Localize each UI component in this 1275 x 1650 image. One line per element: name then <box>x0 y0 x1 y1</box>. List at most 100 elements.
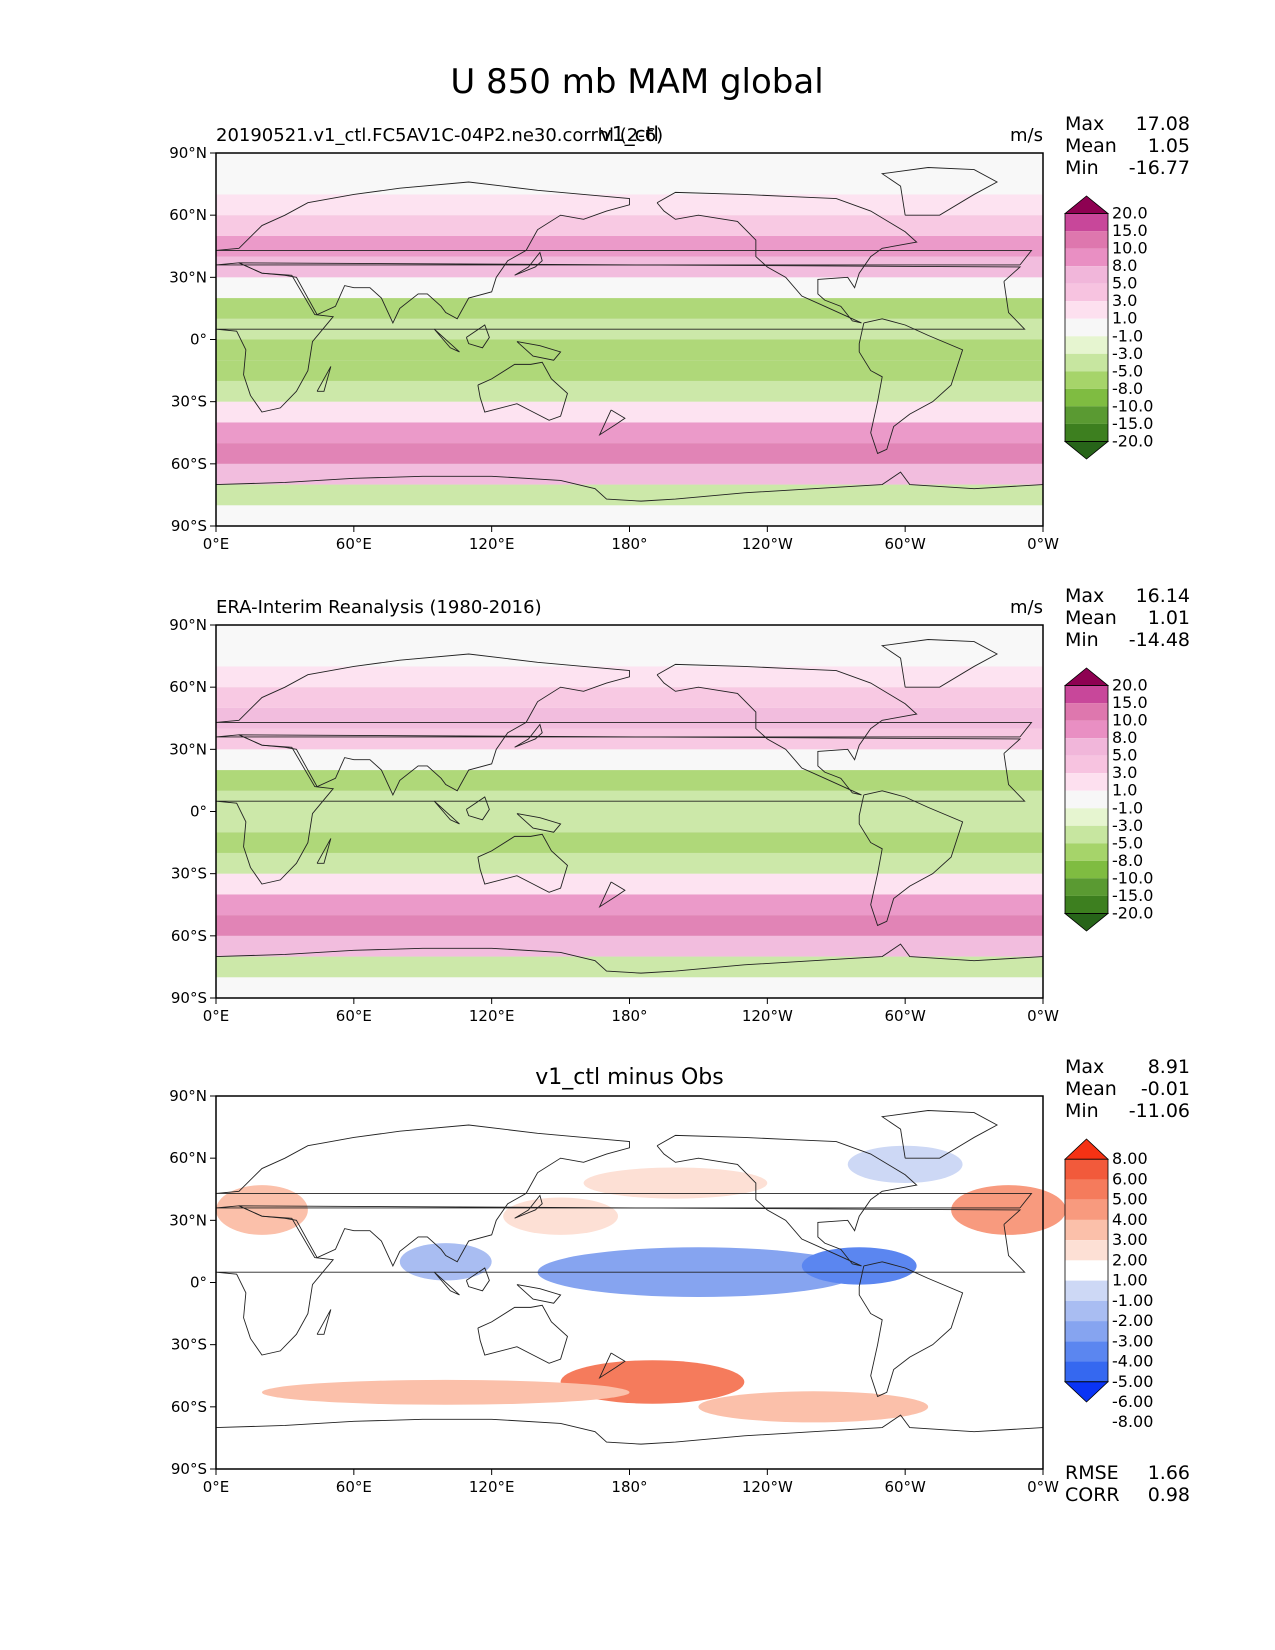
coastline <box>880 167 999 216</box>
coastline <box>514 723 543 748</box>
stat-label: Max <box>1065 1056 1104 1078</box>
field-band <box>216 360 1043 381</box>
coastline <box>316 838 332 864</box>
colorbar-tick-label: -5.00 <box>1112 1372 1153 1391</box>
colorbar-segment <box>1065 1219 1108 1241</box>
colorbar-segment <box>1065 1341 1108 1362</box>
field-band <box>216 505 1043 526</box>
colorbar-segment <box>1065 720 1108 739</box>
x-tick-label: 0°E <box>203 1478 230 1496</box>
field-band <box>216 770 1043 791</box>
field-band <box>216 852 1043 874</box>
stat-label: Max <box>1065 113 1104 135</box>
colorbar-segment <box>1065 773 1108 791</box>
field-band <box>216 298 1043 319</box>
colorbar: 20.015.010.08.05.03.01.0-1.0-3.0-5.0-8.0… <box>1063 195 1153 460</box>
coastline <box>477 1304 568 1364</box>
metric-label: RMSE <box>1065 1462 1119 1484</box>
colorbar-segment <box>1065 371 1108 389</box>
colorbar-segment <box>1065 406 1108 424</box>
stat-label: Min <box>1065 629 1099 651</box>
x-tick-label: 60°W <box>884 535 926 553</box>
colorbar-segment <box>1065 1361 1108 1382</box>
colorbar-tick-label: -8.0 <box>1112 851 1143 870</box>
colorbar-tick-label: -3.0 <box>1112 344 1143 363</box>
field-band <box>216 915 1043 936</box>
field-band <box>216 811 1043 833</box>
coastline <box>656 1134 918 1267</box>
metric-label: CORR <box>1065 1484 1120 1506</box>
colorbar-segment <box>1065 878 1108 896</box>
x-tick-label: 0°W <box>1027 1478 1059 1496</box>
stat-label: Min <box>1065 157 1099 179</box>
x-tick-label: 60°W <box>884 1007 926 1025</box>
stat-value: 1.01 <box>1148 607 1190 629</box>
colorbar-tick-label: -3.0 <box>1112 816 1143 835</box>
metric-value: 0.98 <box>1148 1484 1190 1506</box>
anomaly-region <box>801 1247 917 1285</box>
stat-value: -11.06 <box>1129 1100 1190 1122</box>
colorbar-tick-label: -1.00 <box>1112 1291 1153 1310</box>
colorbar: 20.015.010.08.05.03.01.0-1.0-3.0-5.0-8.0… <box>1063 667 1153 932</box>
colorbar-tick-label: 10.0 <box>1112 711 1148 730</box>
anomaly-region <box>261 1379 630 1405</box>
y-tick-label: 30°S <box>171 1336 207 1354</box>
panel-units: m/s <box>1010 125 1043 146</box>
y-tick-label: 30°N <box>169 268 207 286</box>
coastline <box>598 409 626 437</box>
y-tick-label: 60°S <box>171 455 207 473</box>
field-band <box>216 401 1043 423</box>
field-band <box>216 339 1043 361</box>
coastline <box>433 1271 460 1296</box>
colorbar-tick-label: 15.0 <box>1112 221 1148 240</box>
coastline <box>215 943 1044 974</box>
anomaly-region <box>399 1243 492 1281</box>
colorbar-segment <box>1065 1240 1108 1261</box>
colorbar-segment <box>1065 301 1108 319</box>
y-tick-label: 60°S <box>171 927 207 945</box>
y-tick-label: 90°S <box>171 989 207 1007</box>
stat-value: 17.08 <box>1136 113 1190 135</box>
colorbar-segment <box>1065 336 1108 354</box>
coastline <box>215 1414 1044 1445</box>
colorbar-segment <box>1065 860 1108 879</box>
stat-value: -14.48 <box>1129 629 1190 651</box>
coastline <box>465 324 490 349</box>
colorbar-tick-label: -20.0 <box>1112 431 1153 450</box>
field-band <box>216 645 1043 667</box>
coastline <box>656 191 918 324</box>
colorbar-extend-bottom <box>1063 1381 1110 1403</box>
x-tick-label: 60°W <box>884 1478 926 1496</box>
y-tick-label: 0° <box>190 331 207 349</box>
colorbar-segment <box>1065 1179 1108 1200</box>
panel-test: 0°E 60°E 120°E 180° 120°W 60°W 0°W 90°N 60°N 30°N… <box>169 113 1190 553</box>
x-tick-label: 180° <box>611 535 647 553</box>
panel-title-left: ERA-Interim Reanalysis (1980-2016) <box>216 597 542 618</box>
colorbar-tick-label: -6.00 <box>1112 1392 1153 1411</box>
colorbar-tick-label: 1.0 <box>1112 781 1137 800</box>
colorbar-tick-label: 4.00 <box>1112 1210 1148 1229</box>
coastline <box>215 1205 1026 1356</box>
coastline <box>880 639 999 688</box>
coastline <box>514 251 543 276</box>
colorbar-segment <box>1065 1159 1108 1180</box>
field-band <box>216 422 1043 444</box>
colorbar-tick-label: -1.0 <box>1112 798 1143 817</box>
panel-title-left: 20190521.v1_ctl.FC5AV1C-04P2.ne30.corrhl… <box>216 125 663 146</box>
field-band <box>216 215 1043 236</box>
coastline <box>516 813 562 833</box>
colorbar-tick-label: 6.00 <box>1112 1169 1148 1188</box>
stat-label: Mean <box>1065 135 1117 157</box>
panel-reference: 0°E 60°E 120°E 180° 120°W 60°W 0°W 90°N 60°N 30°N… <box>169 585 1190 1025</box>
colorbar-segment <box>1065 266 1108 284</box>
coastline <box>465 796 490 821</box>
coastline <box>215 471 1044 502</box>
y-tick-label: 90°N <box>169 1087 207 1105</box>
coastline <box>465 1267 490 1292</box>
y-tick-label: 60°N <box>169 206 207 224</box>
coastline <box>858 318 964 455</box>
y-tick-label: 90°N <box>169 144 207 162</box>
colorbar-tick-label: -4.00 <box>1112 1352 1153 1371</box>
coastline <box>477 833 568 893</box>
colorbar-tick-label: -15.0 <box>1112 886 1153 905</box>
